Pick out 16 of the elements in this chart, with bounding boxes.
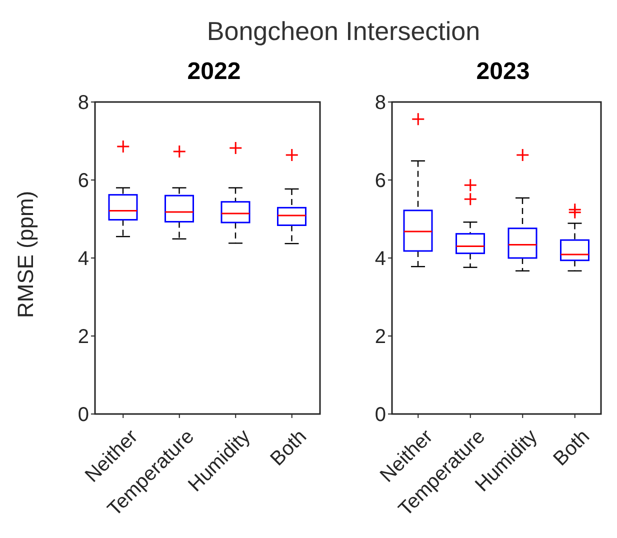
y-tick-label: 8 (78, 92, 89, 114)
chart-title: Bongcheon Intersection (206, 15, 482, 48)
y-tick-label: 6 (78, 170, 89, 192)
y-tick-label: 4 (78, 248, 89, 270)
y-tick-label: 2 (78, 326, 89, 348)
y-tick-label: 0 (78, 404, 89, 426)
chart-subtitle: 2023 (475, 58, 531, 87)
y-tick-label: 2 (374, 326, 386, 348)
y-axis-title: RMSE (ppm) (12, 190, 38, 318)
y-tick-label: 8 (374, 92, 386, 114)
x-tick-label: Both (266, 426, 312, 470)
y-tick-label: 4 (374, 248, 386, 270)
y-tick-label: 0 (374, 404, 386, 426)
chart-subtitle: 2022 (186, 58, 242, 87)
y-tick-label: 6 (374, 170, 386, 192)
x-tick-label: Both (549, 426, 594, 470)
